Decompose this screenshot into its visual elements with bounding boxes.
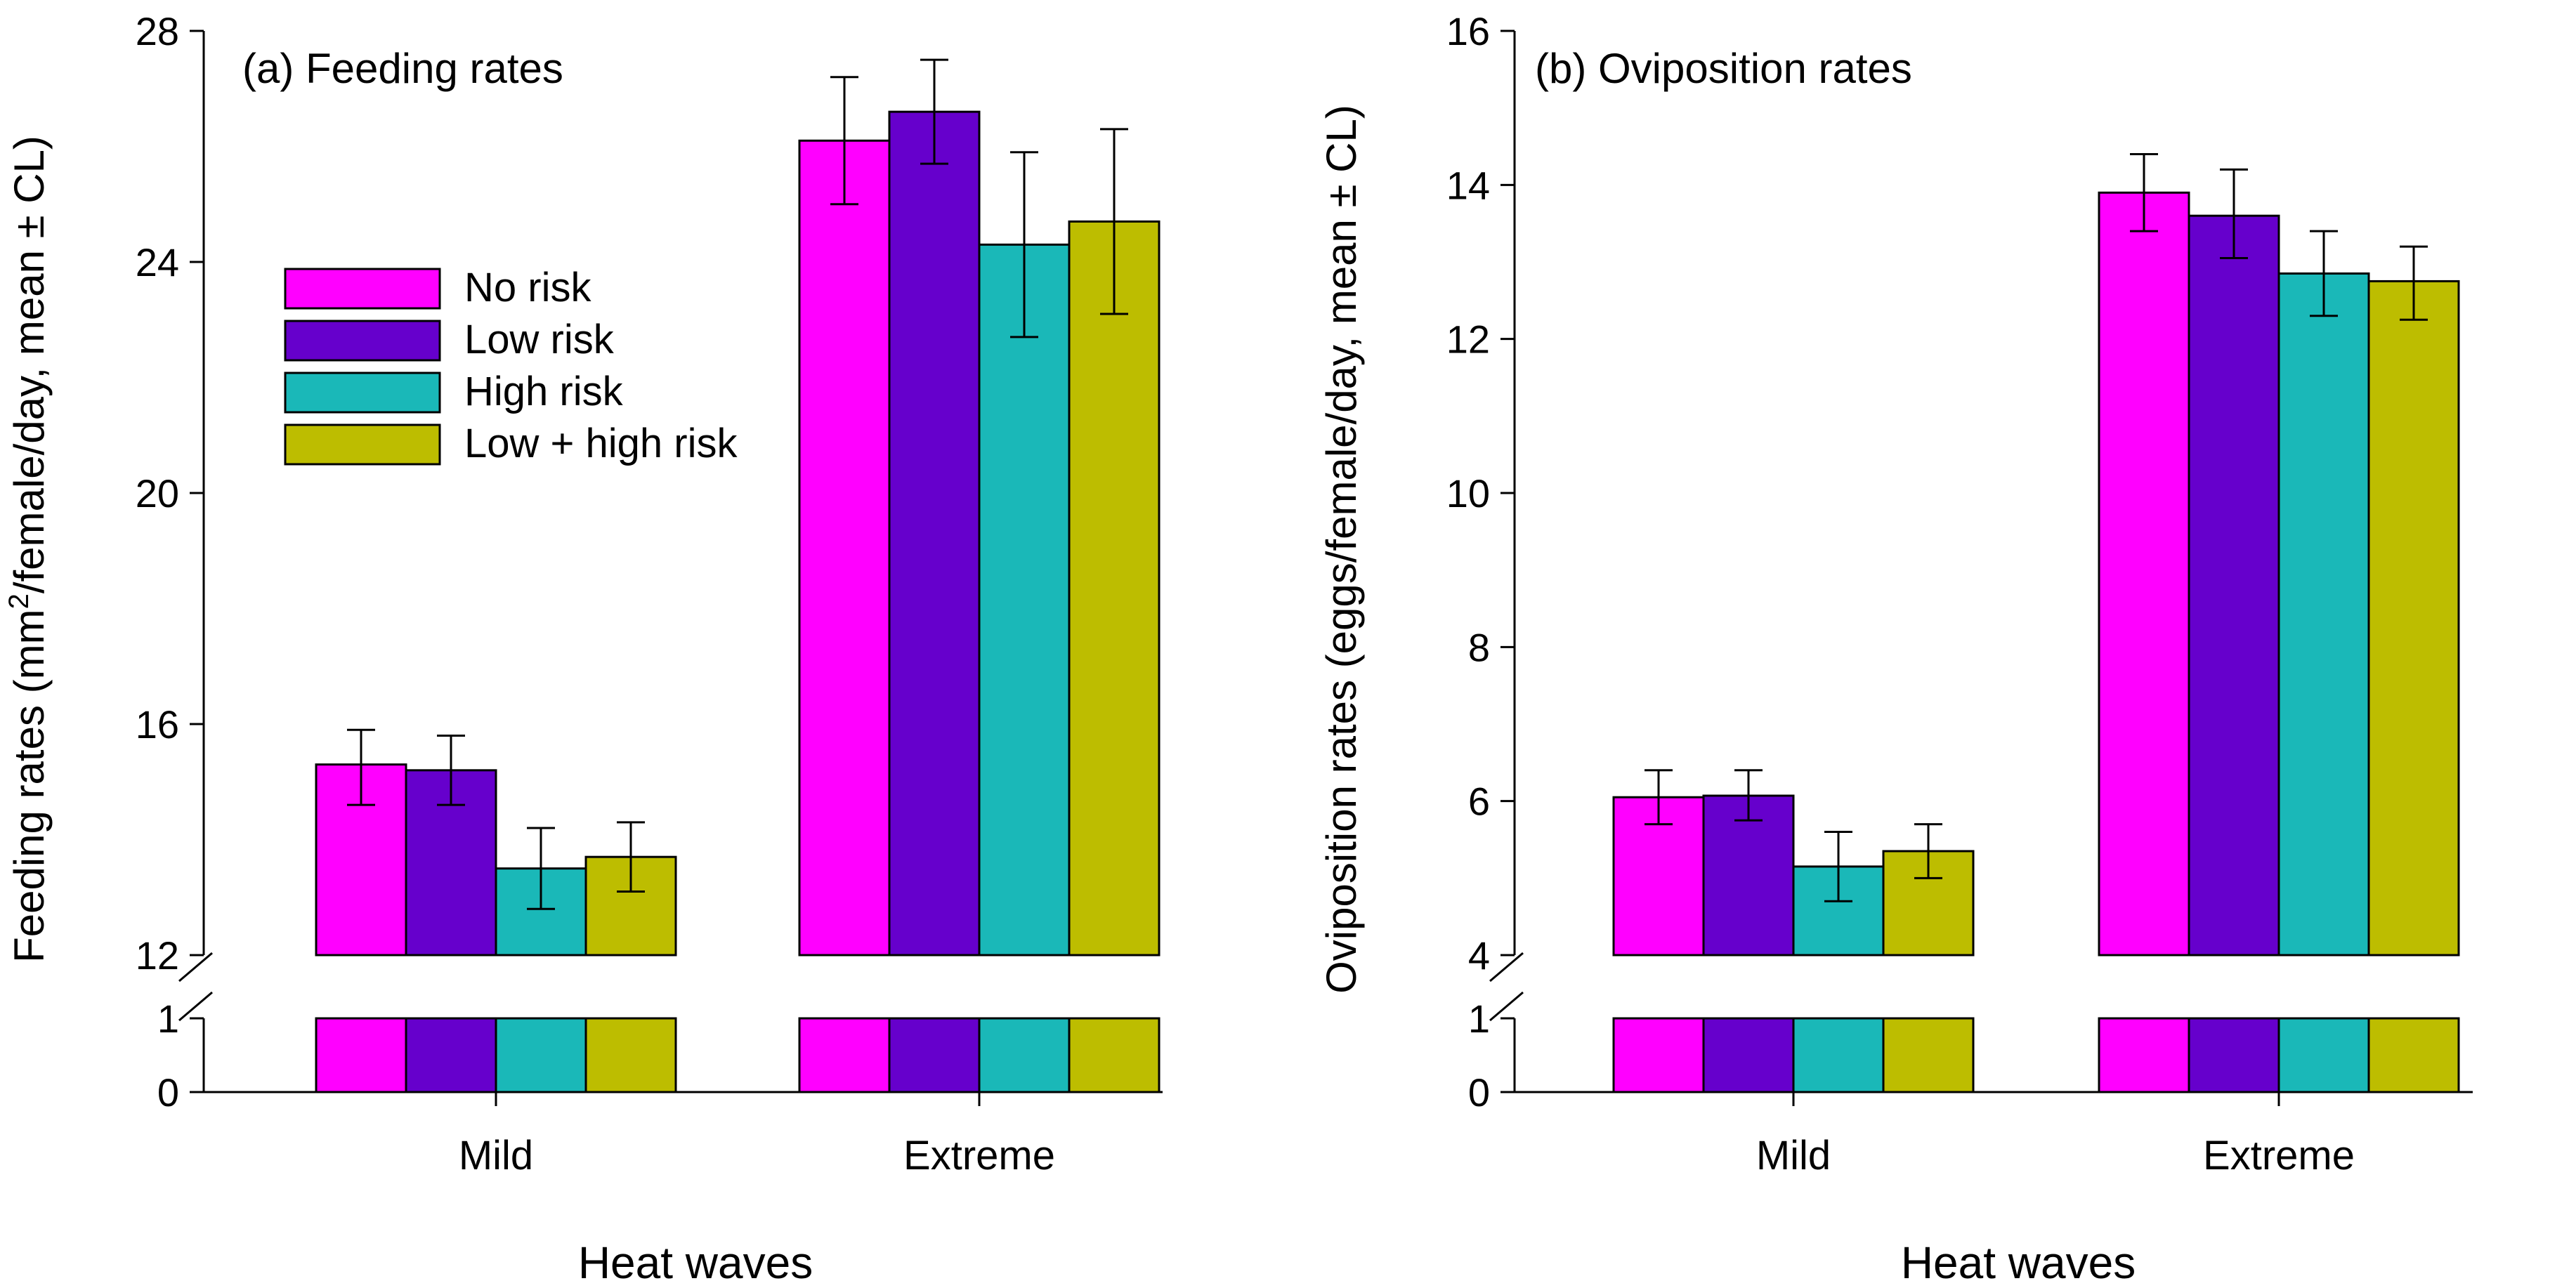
bar-lower-mild-low-high-risk bbox=[1882, 1017, 1975, 1093]
panel-a-ylabel: Feeding rates (mm2/female/day, mean ± CL… bbox=[4, 136, 53, 963]
y-tick-label: 24 bbox=[136, 240, 179, 284]
panel-b-plot: 4 6 8 10 12 14 16 0 1 Mild Extreme bbox=[1446, 9, 2473, 1178]
bar-extreme-low-high-risk bbox=[2367, 280, 2460, 957]
legend-swatch-low-high-risk bbox=[284, 423, 441, 466]
panel-a-title: (a) Feeding rates bbox=[242, 45, 563, 92]
panel-b-title: (b) Oviposition rates bbox=[1535, 45, 1912, 92]
bar-extreme-low-risk bbox=[2188, 214, 2280, 957]
y-tick-label: 8 bbox=[1468, 625, 1490, 669]
bar-lower-extreme-high-risk bbox=[978, 1017, 1071, 1093]
bar-extreme-no-risk bbox=[2098, 191, 2190, 957]
bar-lower-mild-low-risk bbox=[405, 1017, 497, 1093]
bar-lower-extreme-high-risk bbox=[2277, 1017, 2370, 1093]
bar-extreme-high-risk bbox=[2277, 272, 2370, 957]
axis-break-mark bbox=[1489, 952, 1524, 983]
y-tick-label: 16 bbox=[136, 702, 179, 747]
bar-lower-mild-no-risk bbox=[315, 1017, 407, 1093]
bar-lower-mild-high-risk bbox=[1792, 1017, 1885, 1093]
panel-a-xlabel: Heat waves bbox=[578, 1237, 813, 1288]
bar-mild-low-risk bbox=[405, 769, 497, 957]
bar-extreme-low-risk bbox=[888, 110, 981, 957]
axis-break-mark bbox=[1489, 991, 1524, 1022]
bar-extreme-low-high-risk bbox=[1068, 220, 1160, 957]
y-tick-label: 0 bbox=[1468, 1070, 1490, 1115]
y-tick-label: 14 bbox=[1446, 163, 1490, 207]
y-tick-label: 4 bbox=[1468, 933, 1490, 978]
y-tick-label: 12 bbox=[136, 933, 179, 978]
bar-lower-extreme-no-risk bbox=[798, 1017, 891, 1093]
bar-lower-extreme-low-risk bbox=[888, 1017, 981, 1093]
x-tick-label-extreme: Extreme bbox=[903, 1133, 1055, 1178]
bar-mild-high-risk bbox=[495, 867, 587, 957]
y-tick-label: 1 bbox=[157, 997, 179, 1041]
panel-b-ylabel: Oviposition rates (eggs/female/day, mean… bbox=[1318, 105, 1365, 994]
x-tick-label-extreme: Extreme bbox=[2203, 1133, 2355, 1178]
bar-lower-mild-low-risk bbox=[1702, 1017, 1795, 1093]
legend-label-no-risk: No risk bbox=[464, 265, 591, 310]
legend-label-low-high-risk: Low + high risk bbox=[464, 421, 738, 466]
bar-lower-extreme-low-risk bbox=[2188, 1017, 2280, 1093]
y-tick-label: 1 bbox=[1468, 997, 1490, 1041]
panel-a-ylabel-post: /female/day, mean ± CL) bbox=[6, 136, 53, 593]
panel-a-ylabel-sup: 2 bbox=[4, 593, 34, 609]
y-tick-label: 16 bbox=[1446, 9, 1490, 53]
bar-lower-extreme-low-high-risk bbox=[1068, 1017, 1160, 1093]
bar-lower-extreme-no-risk bbox=[2098, 1017, 2190, 1093]
panel-b-xlabel: Heat waves bbox=[1901, 1237, 2136, 1288]
y-tick-label: 10 bbox=[1446, 471, 1490, 515]
axis-break-mark bbox=[178, 952, 213, 983]
axis-break-mark bbox=[178, 991, 213, 1022]
bar-extreme-high-risk bbox=[978, 243, 1071, 957]
bar-extreme-no-risk bbox=[798, 139, 891, 957]
bar-lower-mild-no-risk bbox=[1612, 1017, 1705, 1093]
y-tick-label: 12 bbox=[1446, 317, 1490, 362]
x-tick-label-mild: Mild bbox=[1756, 1133, 1831, 1178]
legend-swatch-low-risk bbox=[284, 320, 441, 362]
bar-mild-low-risk bbox=[1702, 794, 1795, 957]
legend-label-high-risk: High risk bbox=[464, 369, 624, 414]
panel-a-plot: 12 16 20 24 28 0 1 Mild Extreme No risk Low risk Hi… bbox=[136, 9, 1163, 1178]
y-tick-label: 28 bbox=[136, 9, 179, 53]
bar-lower-mild-low-high-risk bbox=[584, 1017, 677, 1093]
legend-label-low-risk: Low risk bbox=[464, 317, 615, 362]
bar-lower-mild-high-risk bbox=[495, 1017, 587, 1093]
legend-swatch-no-risk bbox=[284, 268, 441, 310]
y-tick-label: 20 bbox=[136, 471, 179, 515]
panel-a-ylabel-pre: Feeding rates (mm bbox=[6, 609, 53, 963]
y-tick-label: 0 bbox=[157, 1070, 179, 1115]
y-tick-label: 6 bbox=[1468, 780, 1490, 824]
legend-swatch-high-risk bbox=[284, 372, 441, 414]
bar-lower-extreme-low-high-risk bbox=[2367, 1017, 2460, 1093]
x-tick-label-mild: Mild bbox=[459, 1133, 533, 1178]
